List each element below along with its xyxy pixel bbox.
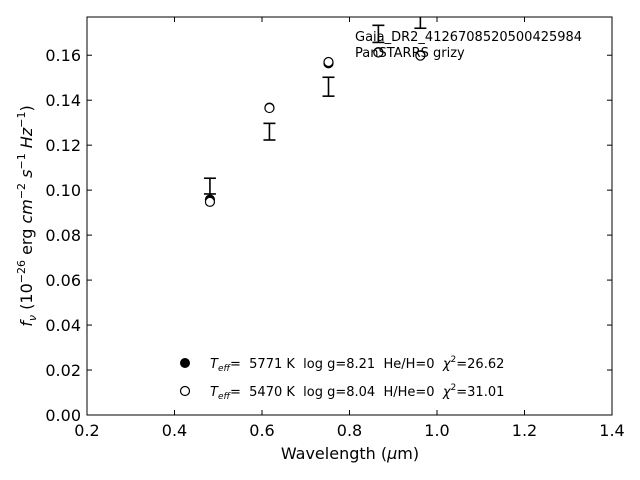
x-tick-label-4: 0.8 xyxy=(337,421,362,440)
axes: 0.2 0.4 0.6 0.8 1.0 1.2 1.4 0.00 0.02 0.04 0.06 0.0… xyxy=(45,16,625,440)
y-tick-label-3: 0.04 xyxy=(45,316,81,335)
y-tick-label-8: 0.14 xyxy=(45,91,81,110)
y-tick-label-2: 0.02 xyxy=(45,361,81,380)
plot-area xyxy=(87,17,612,415)
x-axis-label: Wavelength (μm) xyxy=(281,444,419,463)
legend-marker-open xyxy=(179,385,191,397)
model-point-open-4 xyxy=(373,47,384,58)
y-axis-label: fν (10−26 erg cm−2 s−1 Hz−1) xyxy=(15,105,39,326)
legend: Teff= 5771 K log g=8.21 He/H=0 χ2=26.62 … xyxy=(179,355,504,402)
y-tick-label-5: 0.08 xyxy=(45,226,81,245)
annotation-source-id: Gaia_DR2_4126708520500425984 xyxy=(355,30,582,45)
y-tick-label-7: 0.12 xyxy=(45,136,81,155)
x-tick-label-3: 0.6 xyxy=(249,421,274,440)
x-tick-label-5: 1.0 xyxy=(424,421,449,440)
y-tick-label-4: 0.06 xyxy=(45,271,81,290)
model-point-open-2 xyxy=(264,102,275,114)
model-point-open-1 xyxy=(204,196,216,207)
legend-entry-1: Teff= 5771 K log g=8.21 He/H=0 χ2=26.62 xyxy=(210,355,504,374)
x-tick-label-6: 1.2 xyxy=(512,421,537,440)
y-tick-label-6: 0.10 xyxy=(45,181,81,200)
legend-entry-2: Teff= 5470 K log g=8.04 H/He=0 χ2=31.01 xyxy=(210,383,504,402)
x-tick-label-1: 0.2 xyxy=(74,421,99,440)
annotation-survey: PanSTARRS grizy xyxy=(355,46,465,61)
x-tick-label-7: 1.4 xyxy=(599,421,624,440)
data-marks xyxy=(203,17,427,207)
model-point-open-3 xyxy=(323,56,334,68)
legend-marker-filled xyxy=(180,358,190,368)
y-tick-label-9: 0.16 xyxy=(45,46,81,65)
model-point-open-5 xyxy=(415,50,426,61)
x-tick-label-2: 0.4 xyxy=(162,421,187,440)
y-tick-label-1: 0.00 xyxy=(45,406,81,425)
plot-background xyxy=(87,17,612,415)
